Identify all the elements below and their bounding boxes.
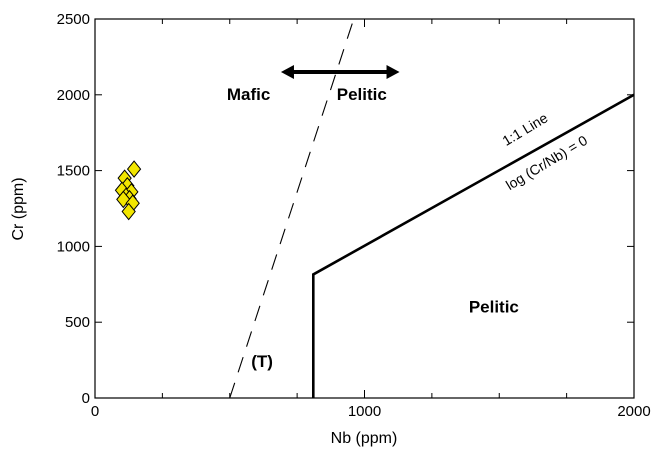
y-tick-label: 1500: [57, 163, 90, 180]
y-tick-label: 0: [82, 390, 90, 407]
arrow-layer: [280, 65, 400, 80]
label-T: (T): [251, 352, 273, 371]
label-mafic: Mafic: [227, 85, 270, 104]
arrow-head-right: [386, 65, 400, 80]
y-axis-title: Cr (ppm): [10, 177, 27, 240]
label-1to1-line: 1:1 Line: [499, 109, 550, 148]
x-tick-label: 1000: [348, 403, 381, 420]
boundary-lines: [229, 18, 635, 399]
y-tick-label: 500: [65, 314, 90, 331]
x-tick-label: 2000: [617, 403, 650, 420]
label-pelitic-upper: Pelitic: [337, 85, 387, 104]
x-tick-label: 0: [91, 403, 99, 420]
y-tick-label: 1000: [57, 238, 90, 255]
boundary-T-line: [229, 18, 355, 399]
y-tick-label: 2500: [57, 11, 90, 28]
label-pelitic-lower: Pelitic: [469, 297, 519, 316]
plot-frame: [94, 18, 635, 399]
axes: 0 500 1000 1500 2000 2500 0 1000 2000: [57, 11, 651, 420]
data-points: [114, 160, 142, 221]
data-point-diamond: [126, 160, 142, 178]
x-axis-title: Nb (ppm): [331, 430, 398, 447]
y-tick-label: 2000: [57, 87, 90, 104]
boundary-1to1-line: [311, 93, 635, 398]
data-point-diamond: [121, 202, 136, 221]
arrow-head-left: [280, 65, 294, 80]
